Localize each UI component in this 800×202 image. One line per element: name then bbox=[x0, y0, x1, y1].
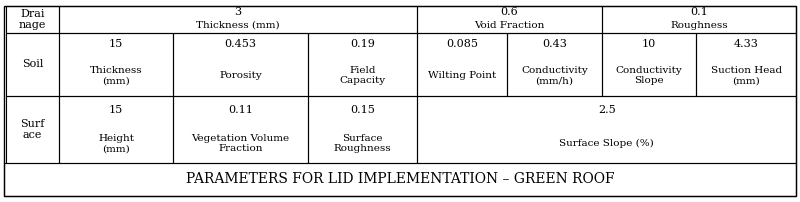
Bar bbox=[174, 33, 308, 96]
Text: Height
(mm): Height (mm) bbox=[98, 134, 134, 153]
Bar bbox=[507, 33, 602, 96]
Text: Surface
Roughness: Surface Roughness bbox=[334, 134, 391, 153]
Bar bbox=[58, 33, 174, 96]
Text: Soil: Soil bbox=[22, 59, 43, 69]
Bar bbox=[418, 96, 796, 163]
Text: Suction Head
(mm): Suction Head (mm) bbox=[710, 66, 782, 85]
Text: Vegetation Volume
Fraction: Vegetation Volume Fraction bbox=[191, 134, 290, 153]
Text: 3: 3 bbox=[234, 7, 242, 17]
Bar bbox=[308, 96, 418, 163]
Bar bbox=[696, 33, 796, 96]
Bar bbox=[602, 6, 796, 33]
Text: Porosity: Porosity bbox=[219, 71, 262, 80]
Text: 0.085: 0.085 bbox=[446, 39, 478, 49]
Bar bbox=[6, 6, 58, 33]
Text: 0.43: 0.43 bbox=[542, 39, 567, 49]
Text: 0.19: 0.19 bbox=[350, 39, 375, 49]
Bar bbox=[58, 96, 174, 163]
Text: 0.11: 0.11 bbox=[228, 105, 253, 115]
Bar bbox=[174, 96, 308, 163]
Bar bbox=[4, 163, 796, 196]
Bar bbox=[308, 33, 418, 96]
Text: Roughness: Roughness bbox=[670, 21, 728, 30]
Text: 15: 15 bbox=[109, 105, 123, 115]
Text: Void Fraction: Void Fraction bbox=[474, 21, 545, 30]
Text: 10: 10 bbox=[642, 39, 656, 49]
Text: Thickness
(mm): Thickness (mm) bbox=[90, 66, 142, 85]
Bar bbox=[418, 6, 602, 33]
Text: Wilting Point: Wilting Point bbox=[428, 71, 496, 80]
Text: 0.1: 0.1 bbox=[690, 7, 708, 17]
Text: 15: 15 bbox=[109, 39, 123, 49]
Text: Conductivity
(mm/h): Conductivity (mm/h) bbox=[521, 66, 588, 85]
Text: Surf
ace: Surf ace bbox=[20, 119, 45, 140]
Bar bbox=[6, 96, 58, 163]
Text: PARAMETERS FOR LID IMPLEMENTATION – GREEN ROOF: PARAMETERS FOR LID IMPLEMENTATION – GREE… bbox=[186, 172, 614, 186]
Text: Conductivity
Slope: Conductivity Slope bbox=[616, 66, 682, 85]
Bar bbox=[6, 33, 58, 96]
Bar bbox=[602, 33, 696, 96]
Text: Field
Capacity: Field Capacity bbox=[339, 66, 386, 85]
Text: 4.33: 4.33 bbox=[734, 39, 758, 49]
Bar bbox=[418, 33, 507, 96]
Text: Thickness (mm): Thickness (mm) bbox=[196, 21, 280, 30]
Text: Drai
nage: Drai nage bbox=[18, 8, 46, 30]
Bar bbox=[58, 6, 418, 33]
Text: 0.453: 0.453 bbox=[225, 39, 257, 49]
Text: Surface Slope (%): Surface Slope (%) bbox=[559, 139, 654, 148]
Text: 2.5: 2.5 bbox=[598, 105, 615, 115]
Text: 0.15: 0.15 bbox=[350, 105, 375, 115]
Text: 0.6: 0.6 bbox=[501, 7, 518, 17]
